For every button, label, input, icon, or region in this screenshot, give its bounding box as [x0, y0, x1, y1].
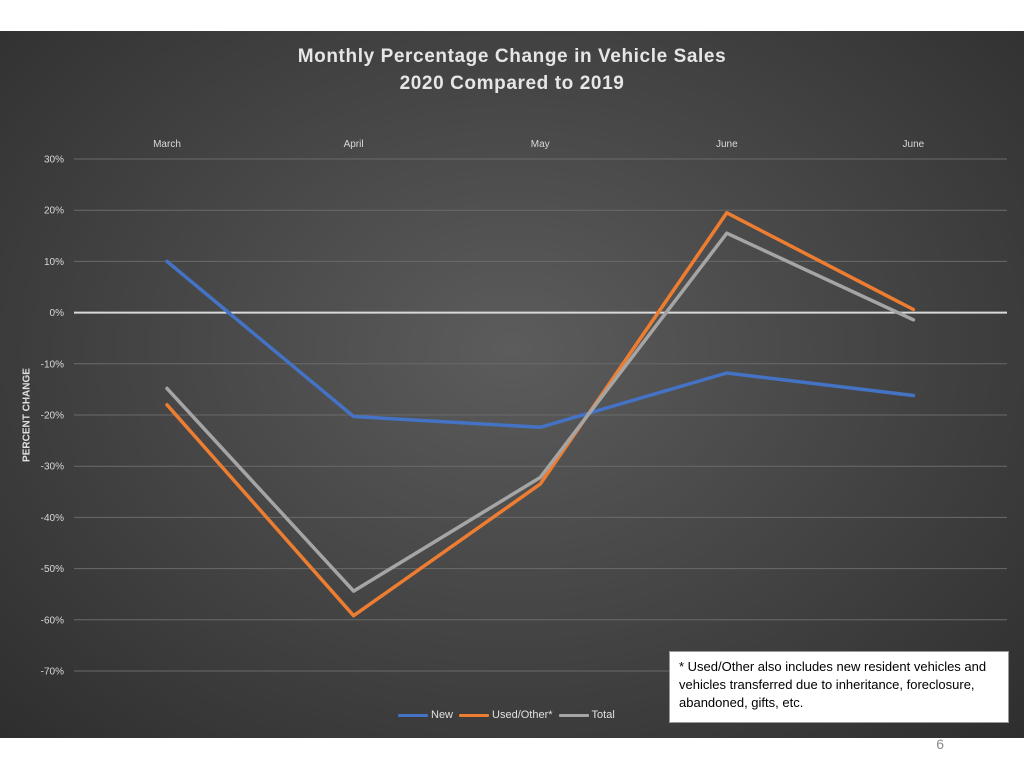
legend: New Used/Other* Total — [398, 709, 615, 721]
chart-title-line-1: Monthly Percentage Change in Vehicle Sal… — [297, 46, 727, 67]
y-tick-label: 20% — [44, 206, 64, 217]
page-number: 6 — [936, 736, 944, 752]
legend-swatch-used-other — [459, 713, 490, 717]
series-line-total — [165, 231, 916, 593]
y-tick-label: 30% — [44, 155, 64, 166]
chart-title: Monthly Percentage Change in Vehicle Sal… — [0, 43, 1024, 97]
legend-item-total: Total — [558, 709, 615, 721]
footnote-text: * Used/Other also includes new resident … — [679, 659, 987, 710]
y-tick-label: -40% — [41, 513, 64, 524]
y-tick-label: -60% — [41, 615, 64, 626]
y-axis-title: PERCENT CHANGE — [21, 368, 33, 462]
footnote-box: * Used/Other also includes new resident … — [669, 651, 1009, 723]
x-axis-ticks: March April May June June — [153, 139, 925, 150]
y-tick-label: -10% — [41, 359, 64, 370]
x-tick-label: March — [153, 139, 181, 150]
gridlines — [74, 158, 1007, 672]
y-tick-label: -70% — [41, 667, 64, 678]
legend-item-used-other: Used/Other* — [459, 709, 553, 721]
series-lines — [165, 211, 916, 618]
legend-label-total: Total — [591, 709, 615, 721]
x-tick-label: June — [716, 139, 738, 150]
legend-label-used-other: Used/Other* — [492, 709, 553, 721]
legend-label-new: New — [431, 709, 454, 721]
y-tick-label: 0% — [50, 308, 65, 319]
legend-swatch-new — [398, 713, 428, 717]
y-tick-label: -30% — [41, 462, 64, 473]
x-tick-label: April — [344, 139, 364, 150]
x-tick-label: May — [531, 139, 550, 150]
chart-title-line-2: 2020 Compared to 2019 — [399, 73, 625, 94]
x-tick-label: June — [903, 139, 925, 150]
series-line-new — [165, 259, 916, 430]
y-tick-label: -50% — [41, 564, 64, 575]
legend-item-new: New — [398, 709, 453, 721]
y-tick-label: -20% — [41, 411, 64, 422]
legend-swatch-total — [558, 713, 589, 717]
y-tick-label: 10% — [44, 257, 64, 268]
y-axis-ticks: 30% 20% 10% 0% -10% -20% -30% -40% -50% -60% -70% — [41, 155, 64, 678]
chart-slide: 30% 20% 10% 0% -10% -20% -30% -40% -50% -60% -70% … — [0, 31, 1024, 738]
series-line-used-other — [165, 211, 916, 618]
line-chart: 30%20%10%0%-10%-20%-30%-40%-50%-60%-70% … — [41, 139, 1007, 678]
